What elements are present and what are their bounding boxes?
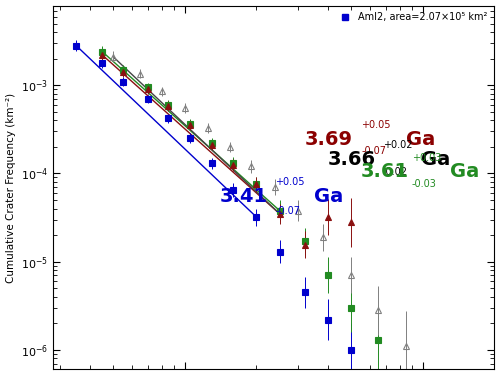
Text: -0.03: -0.03 xyxy=(412,180,437,189)
Text: +0.05: +0.05 xyxy=(361,120,390,130)
Text: +0.05: +0.05 xyxy=(276,177,305,187)
Text: -0.07: -0.07 xyxy=(276,206,300,216)
Text: Ga: Ga xyxy=(420,150,450,169)
Text: +0.03: +0.03 xyxy=(412,153,442,163)
Y-axis label: Cumulative Crater Frequency (km⁻²): Cumulative Crater Frequency (km⁻²) xyxy=(6,93,16,283)
Text: 3.41: 3.41 xyxy=(220,187,268,206)
Text: Ga: Ga xyxy=(314,187,344,206)
Text: Ga: Ga xyxy=(406,130,436,149)
Text: Ga: Ga xyxy=(450,162,479,181)
Text: +0.02: +0.02 xyxy=(383,140,412,150)
Text: 3.69: 3.69 xyxy=(305,130,353,149)
Legend: AmI2, area=2.07×10⁵ km²: AmI2, area=2.07×10⁵ km² xyxy=(333,10,490,24)
Text: 3.66: 3.66 xyxy=(328,150,376,169)
Text: -0.02: -0.02 xyxy=(383,166,408,177)
Text: -0.07: -0.07 xyxy=(361,146,386,156)
Text: 3.61: 3.61 xyxy=(361,162,409,181)
